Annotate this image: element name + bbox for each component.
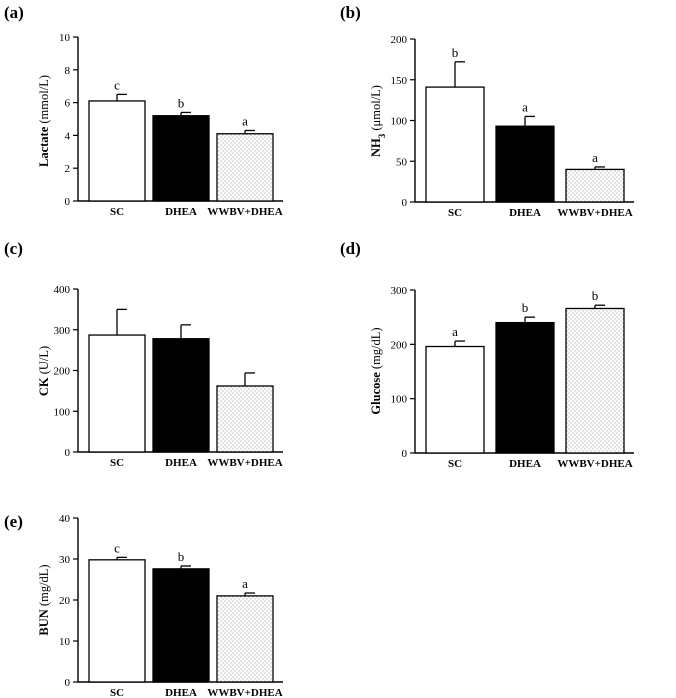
bar — [152, 338, 210, 453]
category-label: DHEA — [165, 687, 197, 698]
significance-letter: b — [452, 45, 459, 60]
panel-label: (d) — [340, 239, 361, 258]
significance-letter: b — [522, 300, 529, 315]
panel-d: (d) Glucose (mg/dL) 0 100 200 300 a SC b DHEA b W… — [340, 239, 634, 470]
significance-letter: a — [242, 113, 248, 128]
y-axis-label: CK (U/L) — [37, 346, 51, 396]
y-axis-label: NH3 (μmol/L) — [369, 85, 387, 157]
category-label: SC — [448, 458, 462, 470]
bar — [216, 133, 274, 202]
y-tick-label: 200 — [391, 339, 408, 351]
y-tick-label: 6 — [65, 98, 71, 110]
category-label: DHEA — [165, 206, 197, 218]
y-tick-label: 8 — [65, 65, 71, 77]
y-tick-label: 10 — [59, 636, 71, 648]
y-tick-label: 2 — [65, 163, 71, 175]
category-label: WWBV+DHEA — [207, 687, 282, 698]
panel-label: (a) — [4, 3, 24, 22]
panel-b: (b) NH3 (μmol/L) 0 50 100 150 200 b SC a DHEA a WW… — [340, 3, 634, 219]
category-label: DHEA — [165, 457, 197, 469]
y-tick-label: 0 — [65, 447, 71, 459]
y-axis-label: Lactate (mmol/L) — [37, 75, 51, 167]
panel-label: (c) — [4, 239, 23, 258]
category-label: WWBV+DHEA — [207, 457, 282, 469]
bar — [425, 86, 485, 203]
y-tick-label: 30 — [59, 554, 71, 566]
y-axis-label: BUN (mg/dL) — [37, 564, 51, 635]
y-axis-label: Glucose (mg/dL) — [369, 327, 383, 414]
bar — [565, 168, 625, 203]
panel-c: (c) CK (U/L) 0 100 200 300 400 SC DHEA WWBV+DHE… — [4, 239, 283, 469]
y-tick-label: 200 — [391, 34, 408, 46]
y-tick-label: 4 — [65, 130, 71, 142]
y-tick-label: 0 — [65, 677, 71, 689]
panel-e: (e) BUN (mg/dL) 0 10 20 30 40 c SC b DHEA a WWBV+D… — [4, 512, 283, 698]
significance-letter: a — [452, 324, 458, 339]
category-label: DHEA — [509, 207, 541, 219]
y-tick-label: 40 — [59, 513, 71, 525]
y-tick-label: 0 — [402, 448, 408, 460]
category-label: SC — [110, 687, 124, 698]
bar — [425, 345, 485, 454]
significance-letter: a — [522, 99, 528, 114]
bar — [495, 321, 555, 454]
significance-letter: a — [592, 150, 598, 165]
category-label: WWBV+DHEA — [557, 458, 632, 470]
significance-letter: b — [592, 288, 599, 303]
y-tick-label: 150 — [391, 75, 408, 87]
significance-letter: b — [178, 95, 185, 110]
category-label: SC — [110, 206, 124, 218]
panel-a: (a) Lactate (mmol/L) 0 2 4 6 8 10 c SC b DHEA a WWB… — [4, 3, 283, 218]
bar — [216, 595, 274, 683]
y-tick-label: 100 — [54, 406, 71, 418]
significance-letter: a — [242, 576, 248, 591]
bar — [216, 385, 274, 453]
y-tick-label: 0 — [65, 196, 71, 208]
y-tick-label: 0 — [402, 197, 408, 209]
y-tick-label: 300 — [54, 325, 71, 337]
y-tick-label: 200 — [54, 366, 71, 378]
y-tick-label: 20 — [59, 595, 71, 607]
bar — [88, 559, 146, 683]
y-tick-label: 100 — [391, 394, 408, 406]
bar — [495, 125, 555, 203]
y-tick-label: 50 — [396, 156, 408, 168]
bar — [152, 115, 210, 202]
category-label: WWBV+DHEA — [207, 206, 282, 218]
panel-label: (b) — [340, 3, 361, 22]
bar — [152, 568, 210, 683]
category-label: SC — [448, 207, 462, 219]
bar — [88, 100, 146, 202]
y-tick-label: 100 — [391, 116, 408, 128]
bar — [565, 307, 625, 454]
y-tick-label: 400 — [54, 284, 71, 296]
significance-letter: c — [114, 540, 120, 555]
category-label: DHEA — [509, 458, 541, 470]
significance-letter: c — [114, 77, 120, 92]
panel-label: (e) — [4, 512, 23, 531]
bar — [88, 334, 146, 453]
y-tick-label: 300 — [391, 285, 408, 297]
category-label: SC — [110, 457, 124, 469]
significance-letter: b — [178, 549, 185, 564]
category-label: WWBV+DHEA — [557, 207, 632, 219]
y-tick-label: 10 — [59, 32, 71, 44]
